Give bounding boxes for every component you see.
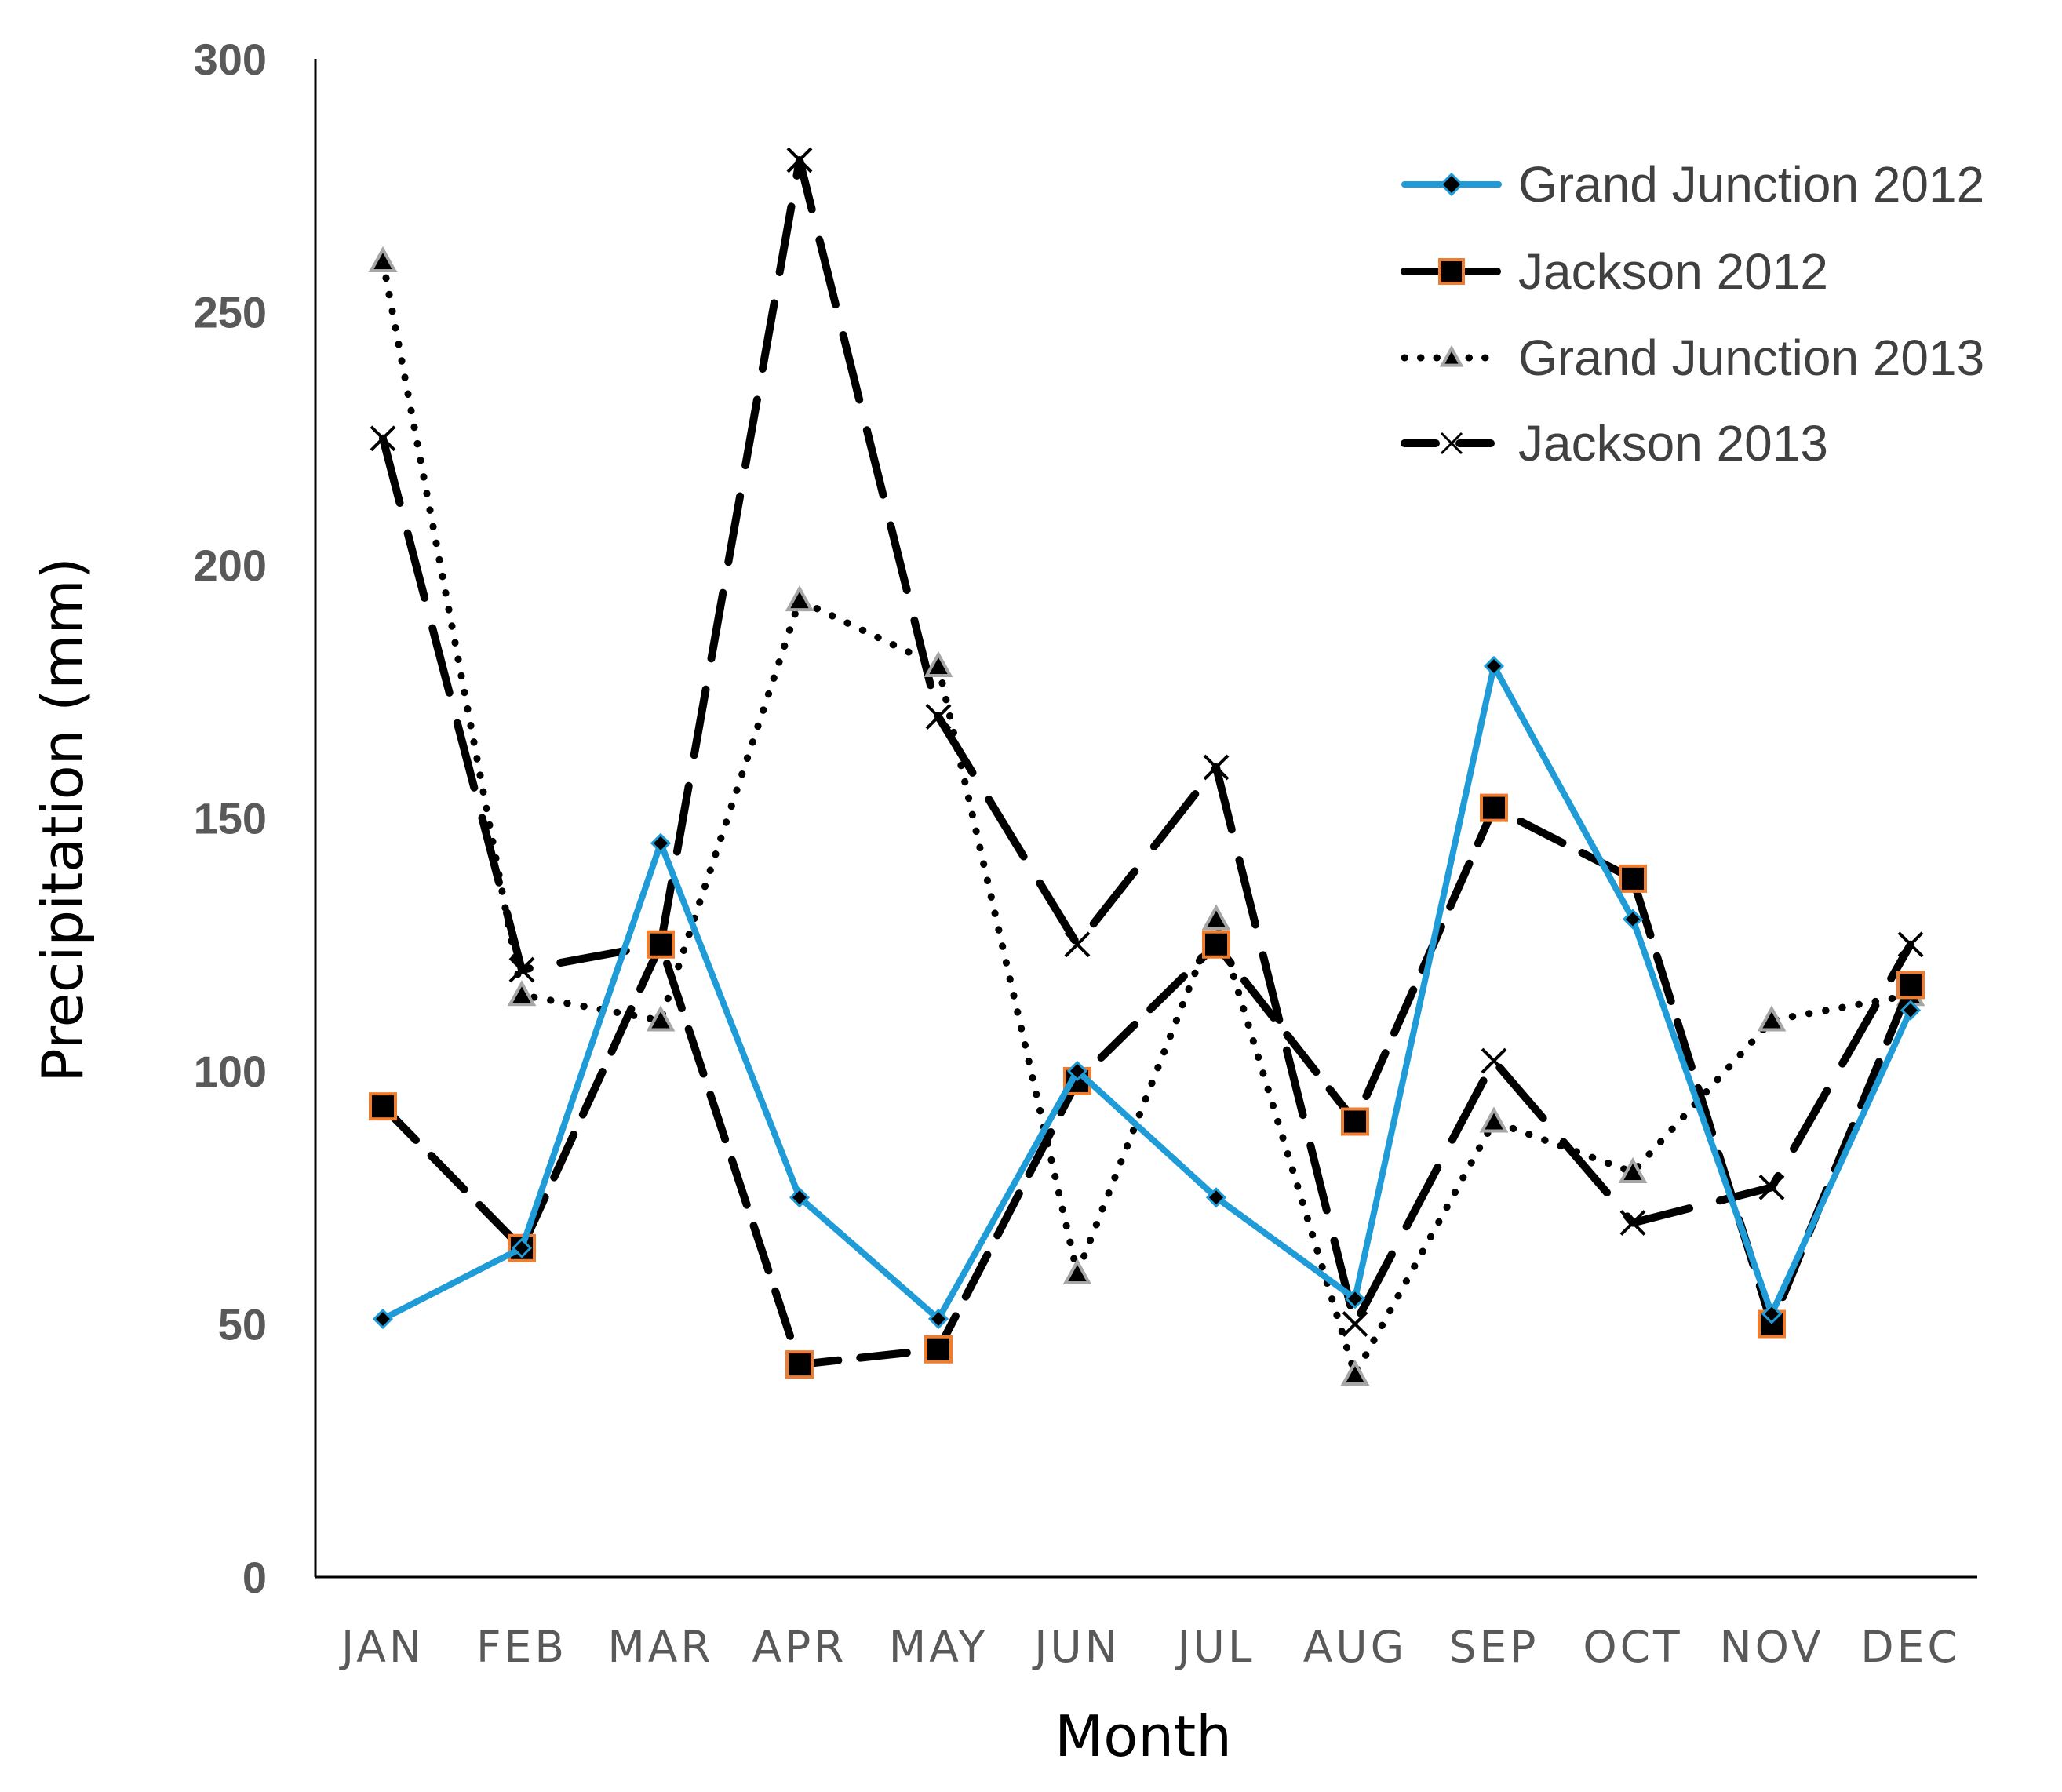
legend-label: Jackson 2013 <box>1518 415 1828 472</box>
series-line <box>379 257 1914 1379</box>
x-tick-label: SEP <box>1449 1622 1539 1672</box>
series-jackson-2012 <box>369 793 1925 1379</box>
x-tick-label: MAY <box>889 1622 988 1672</box>
axes <box>314 59 1977 1579</box>
legend-marker <box>1439 172 1464 197</box>
x-tick-label: APR <box>752 1622 847 1672</box>
data-point <box>1201 904 1231 931</box>
series-layer <box>368 147 1925 1386</box>
y-tick-label: 250 <box>194 288 267 337</box>
series-line <box>380 663 1914 1323</box>
data-point <box>924 650 953 677</box>
legend-item: Grand Junction 2013 <box>1401 330 1984 386</box>
legend-item: Grand Junction 2012 <box>1401 156 1984 213</box>
x-axis-title: Month <box>1055 1703 1232 1769</box>
x-tick-label: MAR <box>607 1622 713 1672</box>
data-point <box>1619 864 1647 893</box>
data-point <box>925 704 952 730</box>
y-tick-label: 300 <box>194 35 267 84</box>
data-point <box>368 246 398 272</box>
y-tick-label: 200 <box>194 541 267 590</box>
data-point <box>1066 1060 1088 1082</box>
data-point <box>372 1308 394 1330</box>
data-point <box>1479 1106 1509 1133</box>
x-tick-label: AUG <box>1303 1622 1408 1672</box>
data-point <box>785 1350 814 1379</box>
legend: Grand Junction 2012 Jackson 2012 Grand Jun… <box>1401 156 1984 472</box>
data-point <box>511 1237 533 1258</box>
data-point <box>1758 1174 1785 1200</box>
x-tick-label: JUL <box>1175 1622 1255 1672</box>
series-jackson-2013 <box>370 147 1924 1337</box>
data-point <box>1064 931 1091 958</box>
legend-item: Jackson 2012 <box>1401 243 1828 300</box>
series-line <box>379 156 1914 1328</box>
data-point <box>1618 1156 1648 1183</box>
data-point <box>789 1187 811 1208</box>
data-point <box>1896 971 1925 1000</box>
data-point <box>1483 655 1505 677</box>
data-point <box>647 930 675 959</box>
legend-item: Jackson 2013 <box>1401 415 1828 472</box>
x-tick-label: DEC <box>1860 1622 1961 1672</box>
data-point <box>1344 1288 1366 1309</box>
x-tick-label: JAN <box>339 1622 424 1672</box>
data-point <box>650 832 672 854</box>
series-line <box>379 803 1914 1369</box>
x-tick-label: FEB <box>476 1622 567 1672</box>
legend-label: Grand Junction 2012 <box>1518 156 1984 213</box>
data-point <box>1202 930 1230 959</box>
data-point <box>1062 1258 1092 1284</box>
data-point <box>927 1308 949 1330</box>
data-point <box>1761 1303 1783 1324</box>
data-point <box>1205 1187 1227 1208</box>
x-tick-labels: JAN FEB MAR APR MAY JUN JUL AUG SEP OCT NOV DEC <box>339 1622 1961 1672</box>
data-point <box>924 1335 953 1364</box>
y-axis-title: Precipitation (mm) <box>30 557 96 1082</box>
x-tick-label: NOV <box>1719 1622 1823 1672</box>
legend-marker <box>1440 432 1463 455</box>
legend-marker <box>1439 344 1464 367</box>
data-point <box>1340 1359 1370 1386</box>
y-tick-labels: 0 50 100 150 200 250 300 <box>194 35 267 1602</box>
data-point <box>1622 909 1644 930</box>
legend-label: Grand Junction 2013 <box>1518 330 1984 386</box>
series-grand-junction-2012 <box>372 655 1922 1330</box>
data-point <box>1480 793 1508 822</box>
data-point <box>508 956 535 983</box>
data-point <box>786 147 813 173</box>
data-point <box>1342 1311 1368 1337</box>
y-tick-label: 100 <box>194 1047 267 1096</box>
data-point <box>369 1092 397 1121</box>
data-point <box>507 980 537 1007</box>
data-point <box>1203 754 1230 781</box>
data-point <box>1481 1047 1507 1074</box>
y-tick-label: 0 <box>242 1553 267 1602</box>
y-tick-label: 150 <box>194 794 267 843</box>
legend-label: Jackson 2012 <box>1518 243 1828 300</box>
legend-marker <box>1438 258 1465 285</box>
data-point <box>370 425 396 452</box>
x-tick-label: JUN <box>1032 1622 1120 1672</box>
data-point <box>1619 1210 1646 1236</box>
data-point <box>1900 1000 1922 1021</box>
data-point <box>785 585 814 612</box>
x-tick-label: OCT <box>1583 1622 1682 1672</box>
data-point <box>1341 1107 1369 1136</box>
y-tick-label: 50 <box>218 1300 267 1349</box>
data-point <box>1897 931 1924 958</box>
data-point <box>1757 1005 1787 1032</box>
data-point <box>646 1005 676 1032</box>
